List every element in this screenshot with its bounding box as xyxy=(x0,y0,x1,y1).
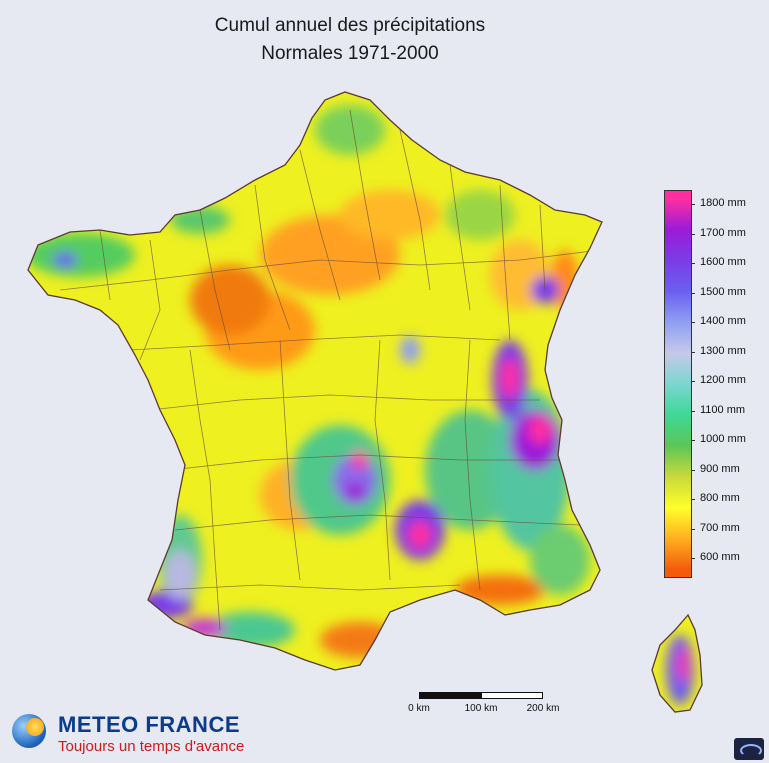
corner-badge-icon xyxy=(734,738,764,760)
brand-tagline: Toujours un temps d'avance xyxy=(58,738,245,755)
legend-tick xyxy=(691,469,695,471)
title-line-1: Cumul annuel des précipitations xyxy=(214,15,486,36)
legend-label: 700 mm xyxy=(700,521,740,534)
legend-tick xyxy=(691,233,695,235)
legend-tick xyxy=(691,322,695,323)
legend-label: 1400 mm xyxy=(700,315,746,327)
scale-bar-segment-dark xyxy=(419,692,481,699)
legend-label: 1200 mm xyxy=(700,374,746,386)
legend-label: 1600 mm xyxy=(700,256,746,268)
legend-label: 1500 mm xyxy=(700,285,746,298)
legend-label: 1100 mm xyxy=(700,403,746,416)
legend-tick xyxy=(691,440,695,441)
legend-label: 1300 mm xyxy=(700,344,746,357)
scale-bar-segment-light xyxy=(481,692,543,699)
legend-color-bar xyxy=(664,190,692,578)
scale-label-0: 0 km xyxy=(408,703,430,714)
legend-tick xyxy=(691,381,695,382)
legend-label: 800 mm xyxy=(700,492,740,504)
map-title: Cumul annuel des précipitations Normales… xyxy=(0,12,700,68)
legend-tick xyxy=(691,204,695,205)
brand-name: METEO FRANCE xyxy=(58,712,240,737)
legend-label: 1000 mm xyxy=(700,433,746,445)
legend-label: 900 mm xyxy=(700,462,740,475)
meteo-france-emblem-icon xyxy=(12,714,46,748)
legend-tick xyxy=(691,499,695,500)
legend-tick xyxy=(691,558,695,559)
legend-tick xyxy=(691,410,695,412)
legend-tick xyxy=(691,528,695,530)
legend-tick xyxy=(691,292,695,294)
legend-tick xyxy=(691,263,695,264)
scale-label-100: 100 km xyxy=(464,703,498,714)
title-line-2: Normales 1971-2000 xyxy=(261,43,439,64)
legend-label: 1800 mm xyxy=(700,197,746,209)
legend-label: 1700 mm xyxy=(700,226,746,239)
legend-tick xyxy=(691,351,695,353)
legend-label: 600 mm xyxy=(700,551,740,563)
scale-label-200: 200 km xyxy=(526,703,560,714)
